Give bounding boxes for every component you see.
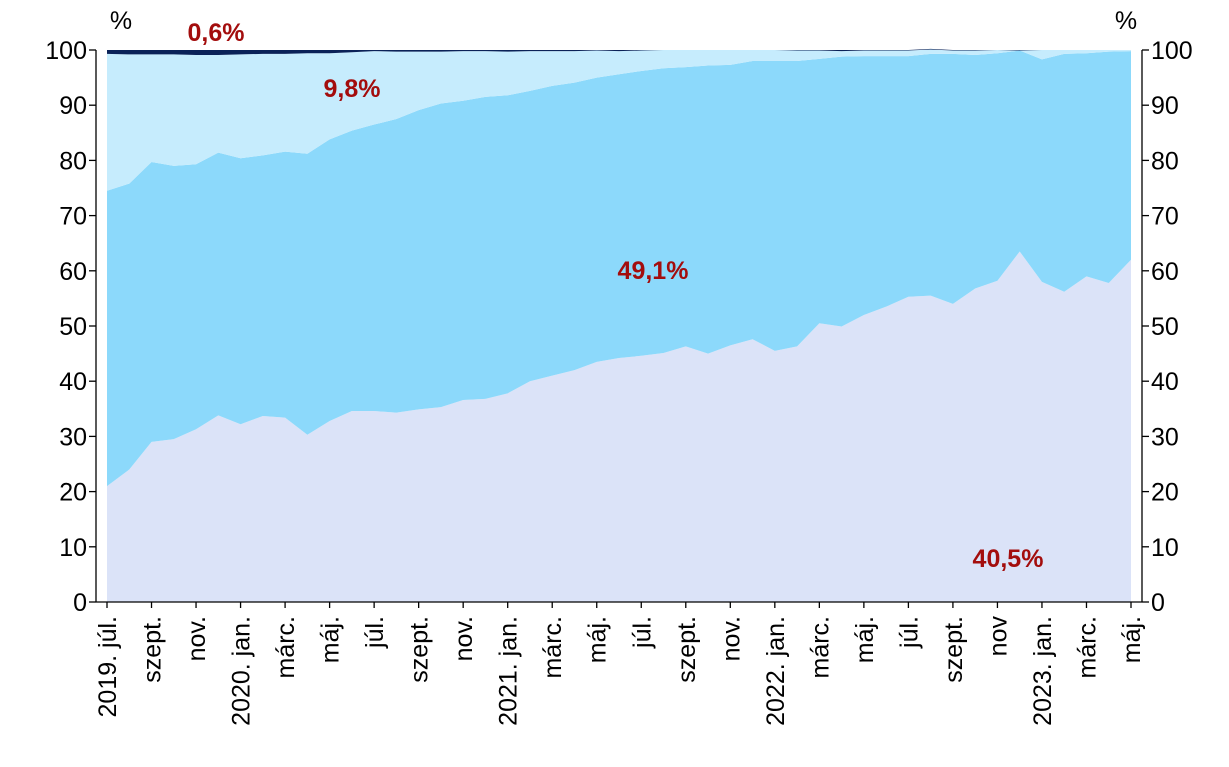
left-y-tick-label: 80 xyxy=(59,147,87,175)
area-series-4 xyxy=(107,48,1131,55)
right-axis-unit-label: % xyxy=(1115,7,1137,35)
right-y-tick-label: 40 xyxy=(1151,368,1179,396)
left-y-tick-label: 70 xyxy=(59,203,87,231)
x-tick-label: márc. xyxy=(539,616,567,679)
left-y-tick-label: 0 xyxy=(73,589,87,617)
x-tick-label: márc. xyxy=(272,616,300,679)
right-y-tick-label: 60 xyxy=(1151,258,1179,286)
annotation-navy-share: 0,6% xyxy=(188,19,245,47)
area-series-2 xyxy=(107,50,1131,487)
x-tick-label: nov. xyxy=(450,616,478,661)
left-y-tick-label: 90 xyxy=(59,92,87,120)
x-tick-label: szept. xyxy=(139,616,167,683)
right-y-tick-label: 20 xyxy=(1151,479,1179,507)
x-tick-label: 2022. jan. xyxy=(762,616,790,726)
x-tick-label: nov xyxy=(984,616,1012,657)
left-y-tick-label: 30 xyxy=(59,423,87,451)
annotation-lavender-share: 40,5% xyxy=(973,545,1044,573)
x-tick-label: szept. xyxy=(940,616,968,683)
right-y-tick-label: 70 xyxy=(1151,203,1179,231)
left-y-tick-label: 100 xyxy=(45,37,87,65)
annotation-light-blue-share: 9,8% xyxy=(324,75,381,103)
left-y-tick-label: 10 xyxy=(59,534,87,562)
left-y-tick-label: 40 xyxy=(59,368,87,396)
x-tick-label: júl. xyxy=(628,616,656,649)
left-y-tick-label: 50 xyxy=(59,313,87,341)
x-tick-label: 2023. jan. xyxy=(1029,616,1057,726)
annotation-sky-blue-share: 49,1% xyxy=(618,257,689,285)
left-y-tick-label: 20 xyxy=(59,479,87,507)
x-tick-label: szept. xyxy=(406,616,434,683)
x-tick-label: nov. xyxy=(183,616,211,661)
x-tick-label: máj. xyxy=(584,616,612,663)
x-tick-label: szept. xyxy=(673,616,701,683)
right-y-tick-label: 30 xyxy=(1151,423,1179,451)
right-y-tick-label: 50 xyxy=(1151,313,1179,341)
x-tick-label: márc. xyxy=(1073,616,1101,679)
right-y-tick-label: 10 xyxy=(1151,534,1179,562)
right-y-tick-label: 80 xyxy=(1151,147,1179,175)
area-series-1 xyxy=(107,251,1131,603)
area-series-3 xyxy=(107,49,1131,191)
annotation-layer: 0,6% 9,8% 49,1% 40,5% xyxy=(188,19,1044,573)
left-y-tick-label: 60 xyxy=(59,258,87,286)
tick-label-layer: 0 0 10 10 20 20 30 30 40 40 50 50 60 60 70 70 80 80 90 90 10… xyxy=(45,37,1192,726)
left-axis-unit-label: % xyxy=(110,7,132,35)
x-tick-label: 2020. jan. xyxy=(228,616,256,726)
right-y-tick-label: 100 xyxy=(1151,37,1193,65)
area-series-layer xyxy=(107,48,1131,603)
x-tick-label: máj. xyxy=(851,616,879,663)
x-tick-label: júl. xyxy=(361,616,389,649)
right-y-tick-label: 90 xyxy=(1151,92,1179,120)
x-tick-label: máj. xyxy=(317,616,345,663)
x-tick-label: márc. xyxy=(806,616,834,679)
x-tick-label: 2019. júl. xyxy=(94,616,122,717)
x-tick-label: júl. xyxy=(895,616,923,649)
x-tick-label: 2021. jan. xyxy=(495,616,523,726)
x-tick-label: nov. xyxy=(717,616,745,661)
x-tick-label: máj. xyxy=(1118,616,1146,663)
right-y-tick-label: 0 xyxy=(1151,589,1165,617)
